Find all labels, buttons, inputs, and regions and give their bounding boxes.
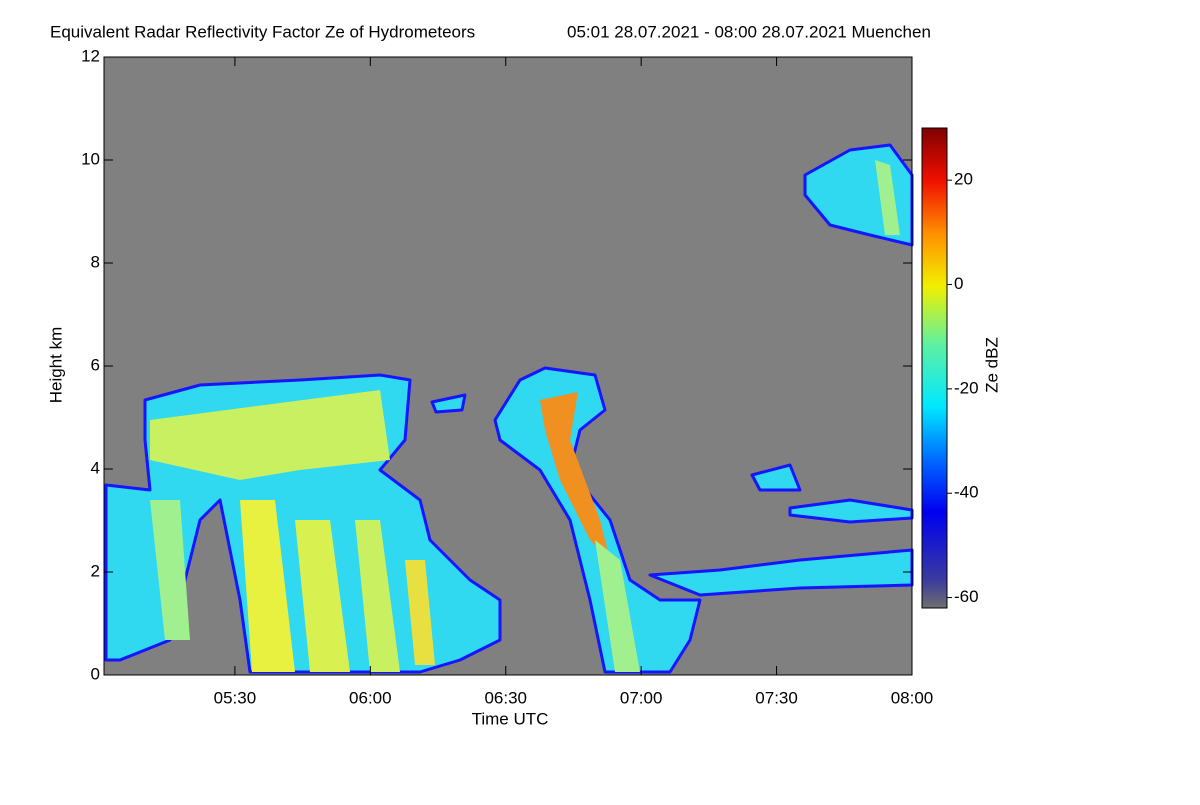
echo-core: [540, 392, 610, 560]
x-tick-label: 06:00: [349, 688, 392, 707]
y-axis-label: Height km: [46, 327, 65, 404]
colorbar-label: Ze dBZ: [982, 337, 1001, 393]
colorbar-tick-label: -60: [954, 587, 979, 606]
echo-region: [430, 393, 467, 414]
x-tick-label: 06:30: [484, 688, 527, 707]
chart-subtitle: 05:01 28.07.2021 - 08:00 28.07.2021 Muen…: [567, 22, 931, 41]
y-tick-label: 12: [81, 46, 100, 65]
colorbar-tick-label: -20: [954, 378, 979, 397]
y-tick-label: 6: [91, 355, 100, 374]
echo-core: [595, 540, 640, 672]
echo-core: [355, 520, 400, 672]
echo-cores: [150, 160, 900, 672]
colorbar-tick-label: 0: [954, 274, 963, 293]
echo-core: [295, 520, 350, 672]
x-tick-label: 08:00: [891, 688, 934, 707]
y-tick-label: 2: [91, 561, 100, 580]
chart-title: Equivalent Radar Reflectivity Factor Ze …: [50, 22, 475, 41]
echo-core: [150, 500, 190, 640]
echo-core: [875, 160, 900, 235]
x-axis-label: Time UTC: [472, 709, 549, 728]
y-tick-label: 4: [91, 458, 100, 477]
y-tick-label: 10: [81, 149, 100, 168]
x-tick-label: 05:30: [214, 688, 257, 707]
y-tick-label: 8: [91, 252, 100, 271]
echo-core: [150, 390, 390, 480]
colorbar-tick-label: -40: [954, 483, 979, 502]
echo-core: [240, 500, 295, 672]
y-tick-label: 0: [91, 664, 100, 683]
x-tick-label: 07:30: [755, 688, 798, 707]
echo-region: [750, 463, 802, 492]
x-tick-label: 07:00: [620, 688, 663, 707]
echo-core: [405, 560, 435, 665]
colorbar-tick-label: 20: [954, 170, 973, 189]
colorbar: [921, 127, 948, 609]
